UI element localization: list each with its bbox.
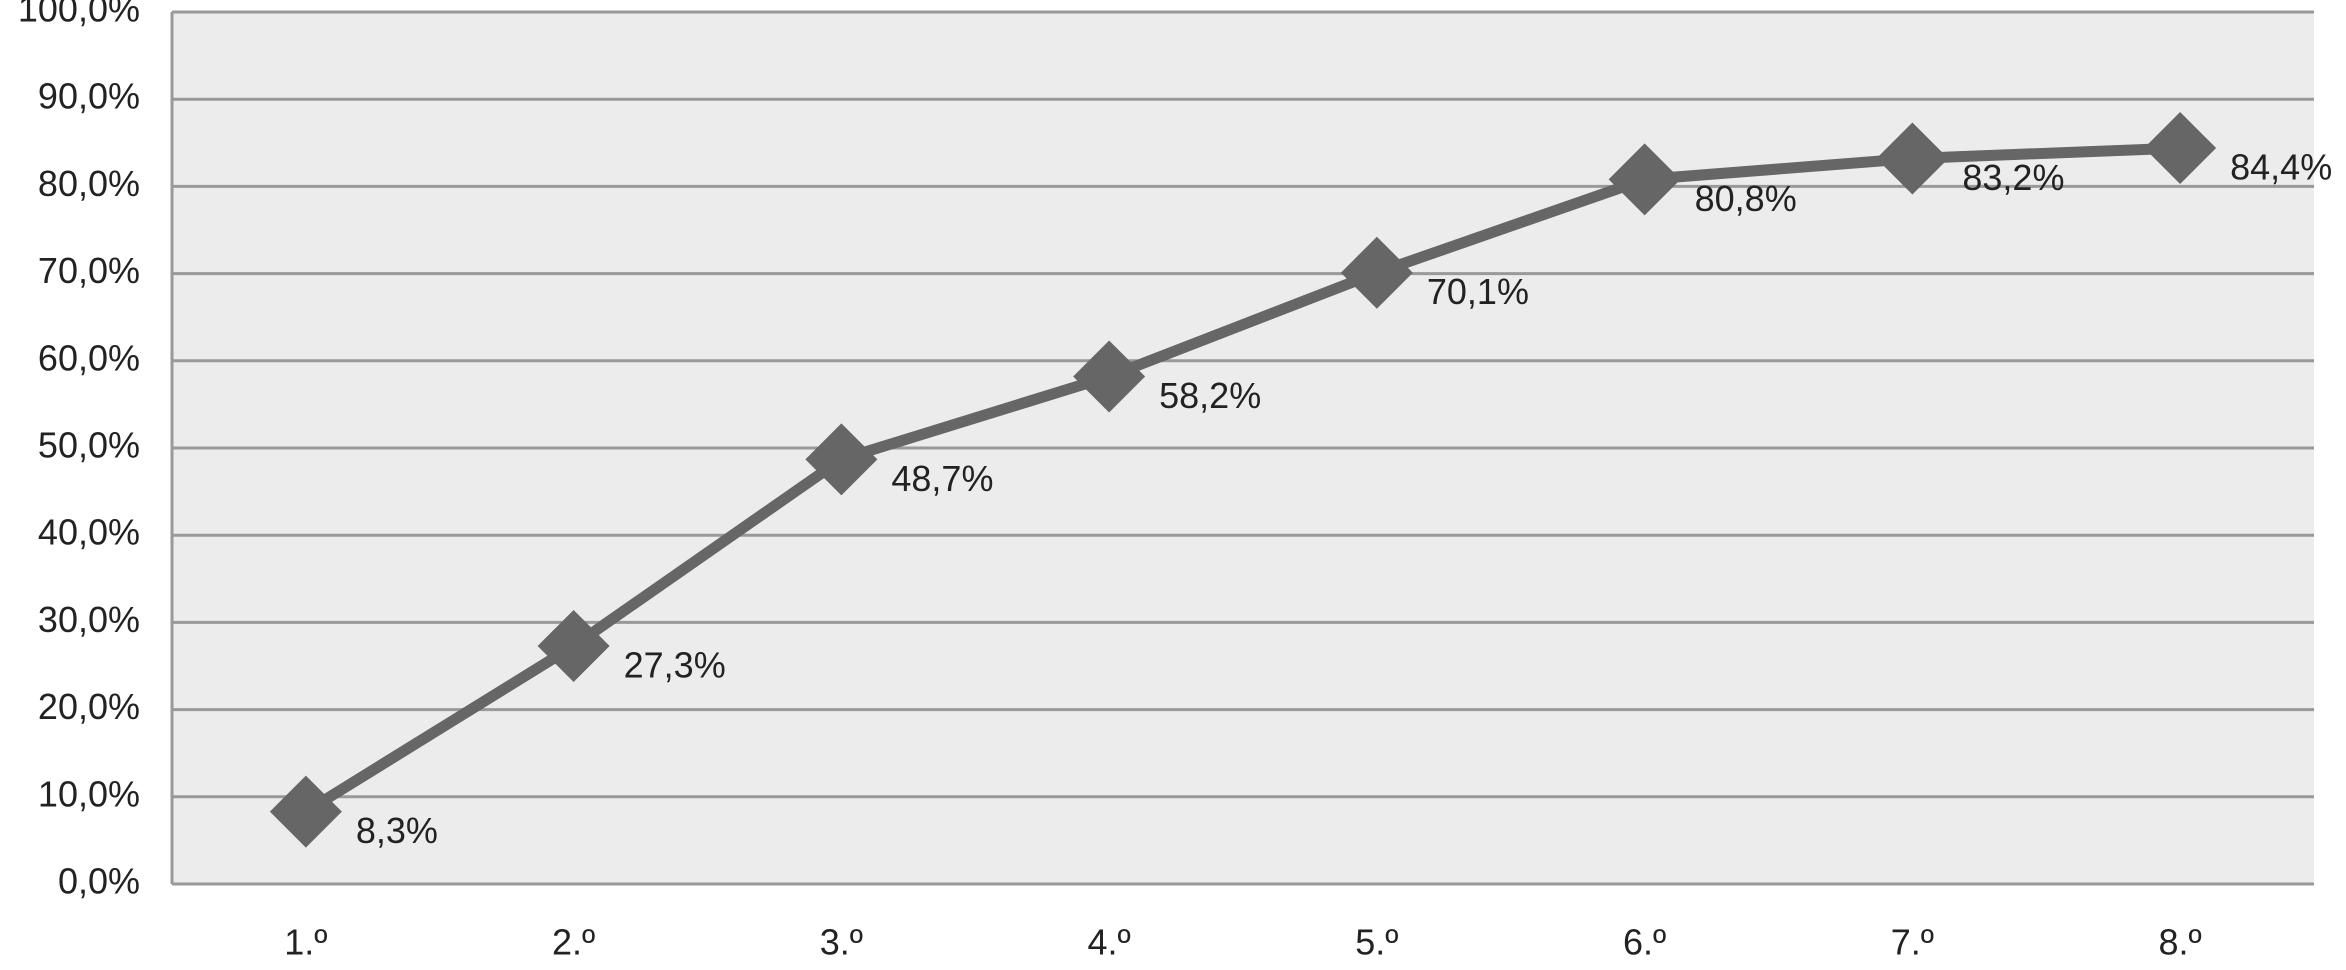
marker <box>1876 122 1949 195</box>
y-tick-label: 90,0% <box>38 76 140 117</box>
marker <box>1608 143 1681 216</box>
x-tick-label: 3.º <box>820 922 863 963</box>
y-tick-label: 100,0% <box>18 0 140 30</box>
marker <box>1340 236 1413 309</box>
y-tick-label: 60,0% <box>38 337 140 378</box>
y-tick-label: 20,0% <box>38 686 140 727</box>
x-tick-label: 1.º <box>284 922 327 963</box>
x-tick-label: 2.º <box>552 922 595 963</box>
data-label: 83,2% <box>1962 157 2064 198</box>
marker <box>537 609 610 682</box>
data-label: 8,3% <box>356 810 438 851</box>
y-tick-label: 30,0% <box>38 599 140 640</box>
marker <box>269 775 342 848</box>
y-tick-label: 10,0% <box>38 773 140 814</box>
data-label: 70,1% <box>1427 271 1529 312</box>
x-tick-label: 7.º <box>1891 922 1934 963</box>
y-tick-label: 50,0% <box>38 425 140 466</box>
marker <box>2144 112 2217 185</box>
y-tick-label: 80,0% <box>38 163 140 204</box>
marker <box>805 423 878 496</box>
x-tick-label: 5.º <box>1355 922 1398 963</box>
y-tick-label: 70,0% <box>38 250 140 291</box>
line <box>302 142 2181 817</box>
data-label: 27,3% <box>624 644 726 685</box>
data-label: 80,8% <box>1695 178 1797 219</box>
y-tick-label: 0,0% <box>58 861 140 902</box>
y-tick-label: 40,0% <box>38 512 140 553</box>
x-tick-label: 4.º <box>1088 922 1131 963</box>
data-label: 48,7% <box>891 458 993 499</box>
data-label: 84,4% <box>2230 147 2332 188</box>
x-tick-label: 6.º <box>1623 922 1666 963</box>
x-tick-label: 8.º <box>2159 922 2202 963</box>
data-label: 58,2% <box>1159 375 1261 416</box>
marker <box>1073 340 1146 413</box>
